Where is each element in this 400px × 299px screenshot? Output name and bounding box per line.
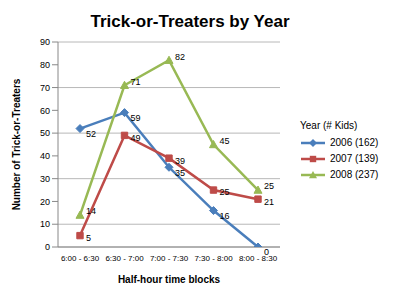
- svg-text:14: 14: [86, 206, 96, 216]
- svg-text:20: 20: [40, 197, 50, 207]
- svg-text:90: 90: [40, 37, 50, 47]
- svg-text:30: 30: [40, 174, 50, 184]
- svg-text:45: 45: [220, 136, 230, 146]
- html-text:Trick-or-Treaters by Year: Trick-or-Treaters by Year: [90, 12, 290, 31]
- svg-text:5: 5: [86, 233, 91, 243]
- svg-text:Half-hour time blocks: Half-hour time blocks: [118, 274, 221, 285]
- svg-text:7:30 - 8:00: 7:30 - 8:00: [194, 254, 233, 263]
- svg-text:7:00 - 7:30: 7:00 - 7:30: [150, 254, 189, 263]
- svg-text:35: 35: [175, 168, 185, 178]
- html-text:Year (# Kids): Year (# Kids): [300, 120, 358, 131]
- svg-text:70: 70: [40, 83, 50, 93]
- html-text:2007 (139): 2007 (139): [330, 153, 379, 164]
- svg-text:82: 82: [175, 52, 185, 62]
- svg-text:59: 59: [131, 113, 141, 123]
- svg-text:21: 21: [264, 197, 274, 207]
- svg-text:25: 25: [220, 187, 230, 197]
- svg-text:0: 0: [264, 247, 269, 257]
- svg-text:40: 40: [40, 151, 50, 161]
- svg-text:50: 50: [40, 128, 50, 138]
- svg-text:10: 10: [40, 219, 50, 229]
- svg-text:25: 25: [264, 181, 274, 191]
- svg-text:0: 0: [45, 242, 50, 252]
- svg-text:49: 49: [131, 133, 141, 143]
- svg-text:80: 80: [40, 60, 50, 70]
- svg-text:8:00 - 8:30: 8:00 - 8:30: [239, 254, 278, 263]
- html-text:2008 (237): 2008 (237): [330, 169, 379, 180]
- svg-text:6:00 - 6:30: 6:00 - 6:30: [61, 254, 100, 263]
- svg-text:39: 39: [175, 156, 185, 166]
- svg-text:6:30 - 7:00: 6:30 - 7:00: [105, 254, 144, 263]
- svg-text:Number of Trick-or-Treaters: Number of Trick-or-Treaters: [11, 78, 22, 210]
- svg-text:60: 60: [40, 106, 50, 116]
- svg-text:71: 71: [131, 77, 141, 87]
- svg-text:52: 52: [86, 129, 96, 139]
- html-text:2006 (162): 2006 (162): [330, 137, 379, 148]
- svg-text:16: 16: [220, 211, 230, 221]
